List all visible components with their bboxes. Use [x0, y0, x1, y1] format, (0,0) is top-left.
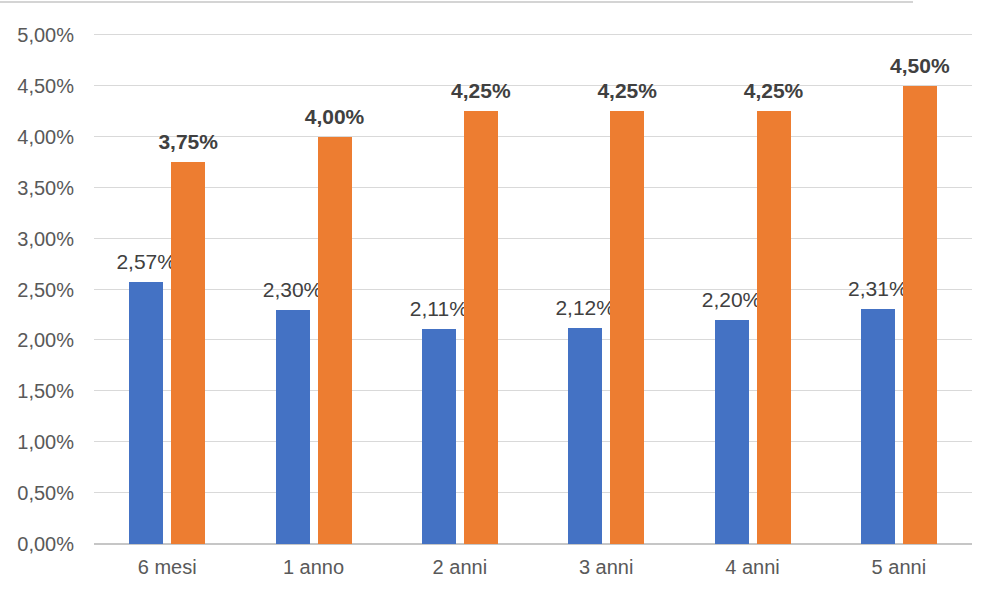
- bar-orange: [318, 137, 352, 544]
- bar-blue: [568, 328, 602, 544]
- y-tick-label: 0,50%: [0, 482, 74, 504]
- bar-blue: [276, 310, 310, 544]
- gridline: [94, 441, 972, 442]
- plot-area: 2,57%3,75%2,30%4,00%2,11%4,25%2,12%4,25%…: [94, 35, 972, 544]
- y-tick-label: 4,00%: [0, 126, 74, 148]
- gridline: [94, 238, 972, 239]
- gridline: [94, 187, 972, 188]
- y-tick-label: 1,50%: [0, 380, 74, 402]
- data-label: 4,25%: [436, 79, 526, 103]
- x-category-label: 3 anni: [541, 556, 671, 579]
- gridline: [94, 85, 972, 86]
- data-label: 3,75%: [143, 130, 233, 154]
- bar-chart: 2,57%3,75%2,30%4,00%2,11%4,25%2,12%4,25%…: [0, 0, 998, 606]
- y-tick-label: 4,50%: [0, 75, 74, 97]
- gridline: [94, 543, 972, 545]
- y-tick-label: 2,00%: [0, 329, 74, 351]
- bar-orange: [903, 86, 937, 544]
- bar-blue: [422, 329, 456, 544]
- x-category-label: 2 anni: [395, 556, 525, 579]
- y-tick-label: 5,00%: [0, 24, 74, 46]
- bar-orange: [171, 162, 205, 544]
- bar-orange: [610, 111, 644, 544]
- data-label: 4,00%: [290, 105, 380, 129]
- top-border-line: [0, 1, 913, 3]
- bar-orange: [757, 111, 791, 544]
- x-category-label: 1 anno: [249, 556, 379, 579]
- y-tick-label: 3,50%: [0, 177, 74, 199]
- bar-blue: [861, 309, 895, 544]
- data-label: 4,50%: [875, 54, 965, 78]
- data-label: 4,25%: [729, 79, 819, 103]
- x-category-label: 6 mesi: [102, 556, 232, 579]
- bar-orange: [464, 111, 498, 544]
- gridline: [94, 390, 972, 391]
- y-tick-label: 2,50%: [0, 279, 74, 301]
- y-tick-label: 1,00%: [0, 431, 74, 453]
- gridline: [94, 34, 972, 35]
- bar-blue: [129, 282, 163, 544]
- gridline: [94, 492, 972, 493]
- y-tick-label: 3,00%: [0, 228, 74, 250]
- gridline: [94, 339, 972, 340]
- data-label: 4,25%: [582, 79, 672, 103]
- bar-blue: [715, 320, 749, 544]
- x-category-label: 5 anni: [834, 556, 964, 579]
- x-category-label: 4 anni: [688, 556, 818, 579]
- y-tick-label: 0,00%: [0, 533, 74, 555]
